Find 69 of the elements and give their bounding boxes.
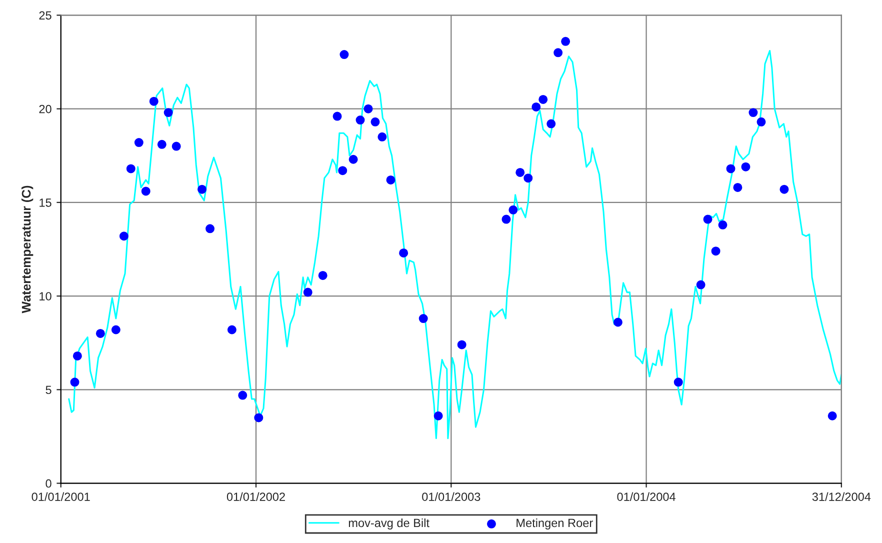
point: [348, 154, 358, 164]
point: [741, 162, 750, 172]
y-tick-label: 20: [39, 104, 52, 114]
point: [134, 138, 144, 148]
point: [457, 340, 466, 350]
point: [718, 220, 728, 230]
point: [538, 94, 548, 104]
point: [227, 325, 236, 334]
point: [72, 351, 82, 360]
point: [157, 140, 166, 149]
point: [399, 248, 408, 258]
point: [206, 224, 215, 234]
point: [780, 184, 789, 194]
legend-label: Metingen Roer: [516, 518, 593, 530]
point: [546, 119, 556, 128]
point: [696, 280, 706, 290]
point: [119, 232, 128, 241]
point: [674, 378, 683, 387]
point: [561, 36, 570, 46]
point: [364, 104, 373, 114]
point: [434, 411, 443, 420]
line-series: [68, 50, 842, 440]
point: [198, 184, 206, 194]
point: [370, 117, 380, 126]
y-tick-label: 15: [40, 198, 52, 207]
x-tick-label: 01/01/2002: [226, 492, 285, 501]
point: [532, 102, 541, 112]
y-tick-label: 25: [39, 11, 52, 20]
point: [502, 214, 511, 224]
legend-label: mov-avg de Bilt: [348, 518, 430, 530]
point: [726, 164, 736, 174]
point: [238, 390, 248, 400]
x-tick-label: 01/01/2004: [617, 492, 676, 501]
point: [164, 108, 173, 118]
point: [254, 413, 264, 422]
y-tick-label: 0: [46, 479, 52, 488]
point: [356, 116, 365, 125]
point: [748, 108, 758, 118]
point: [386, 175, 396, 184]
y-tick-label: 5: [46, 386, 52, 394]
point: [516, 168, 525, 177]
point: [126, 164, 136, 174]
point: [613, 318, 622, 327]
x-tick-label: 01/01/2001: [32, 492, 90, 501]
x-tick-label: 01/01/2003: [422, 492, 480, 501]
point: [828, 411, 837, 420]
point: [338, 166, 348, 176]
point: [524, 174, 533, 183]
point: [508, 205, 518, 214]
point: [96, 328, 105, 338]
point: [149, 96, 158, 106]
point: [733, 182, 742, 192]
point: [703, 214, 712, 224]
point: [111, 325, 120, 334]
point: [141, 186, 150, 196]
point: [756, 117, 766, 126]
point: [303, 288, 312, 297]
y-tick-label: 10: [40, 292, 52, 300]
point: [340, 50, 349, 60]
point: [70, 378, 80, 387]
point: [332, 112, 342, 121]
y-axis-title: Watertemperatuur (C): [21, 186, 34, 314]
point: [378, 132, 387, 142]
point: [172, 142, 181, 151]
point: [318, 270, 328, 280]
point: [554, 48, 563, 58]
x-tick-label: 31/12/2004: [812, 492, 871, 501]
point: [711, 246, 720, 256]
point: [418, 314, 428, 324]
